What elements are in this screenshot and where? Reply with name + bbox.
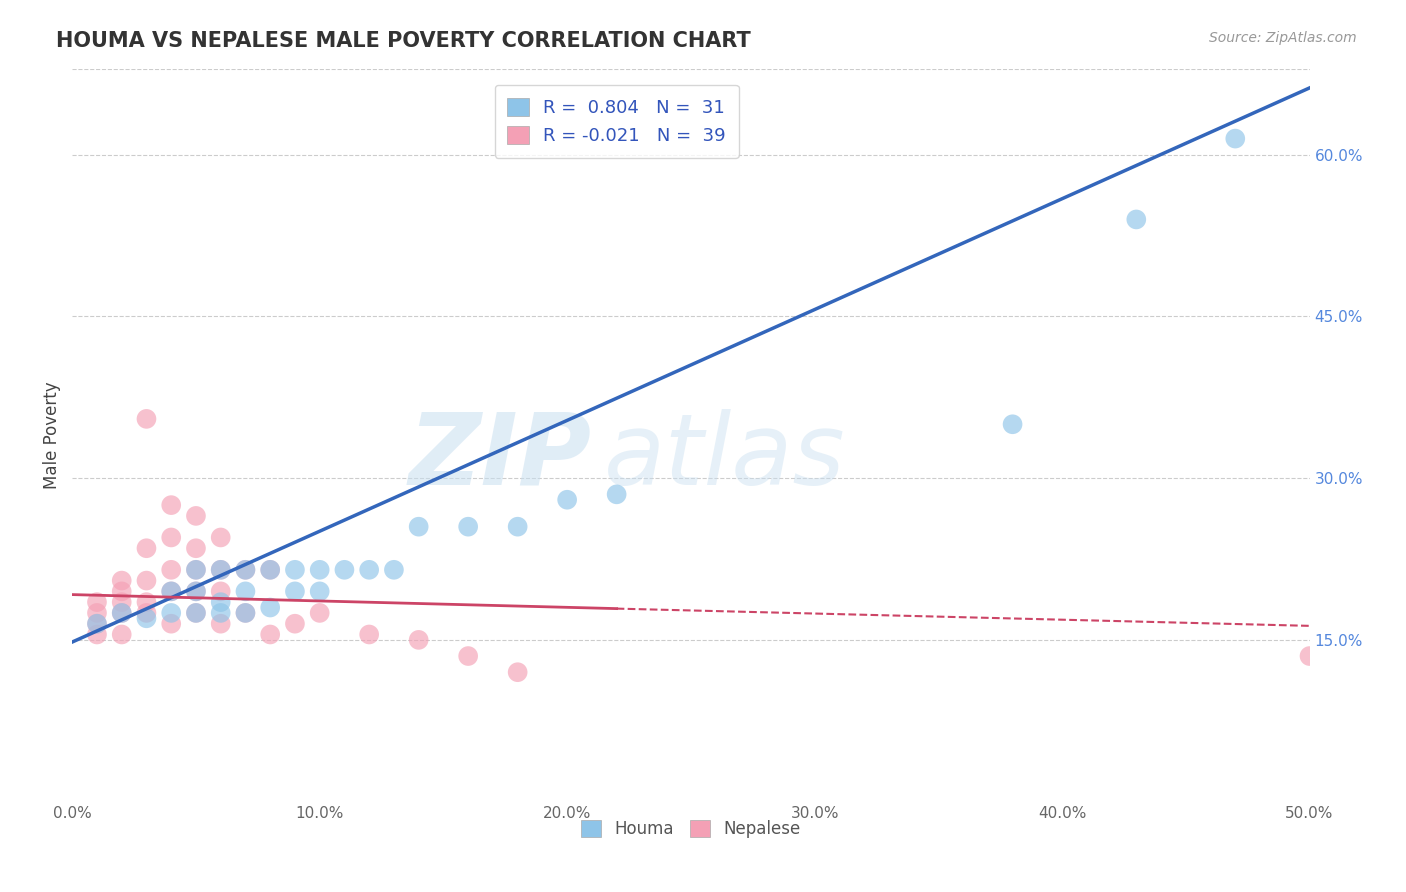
- Point: [184, 584, 207, 599]
- Point: [111, 595, 134, 609]
- Point: [184, 563, 207, 577]
- Point: [184, 563, 207, 577]
- Point: [160, 498, 183, 512]
- Text: atlas: atlas: [605, 409, 846, 506]
- Point: [209, 584, 232, 599]
- Point: [308, 563, 330, 577]
- Point: [259, 563, 281, 577]
- Y-axis label: Male Poverty: Male Poverty: [44, 381, 60, 489]
- Point: [284, 584, 307, 599]
- Point: [160, 616, 183, 631]
- Text: Source: ZipAtlas.com: Source: ZipAtlas.com: [1209, 31, 1357, 45]
- Point: [160, 606, 183, 620]
- Point: [359, 627, 381, 641]
- Point: [1298, 648, 1320, 663]
- Point: [209, 531, 232, 545]
- Point: [209, 616, 232, 631]
- Text: HOUMA VS NEPALESE MALE POVERTY CORRELATION CHART: HOUMA VS NEPALESE MALE POVERTY CORRELATI…: [56, 31, 751, 51]
- Point: [284, 563, 307, 577]
- Point: [308, 584, 330, 599]
- Point: [209, 606, 232, 620]
- Point: [1125, 212, 1147, 227]
- Point: [184, 541, 207, 556]
- Point: [135, 611, 157, 625]
- Point: [259, 600, 281, 615]
- Point: [184, 606, 207, 620]
- Point: [1001, 417, 1024, 432]
- Point: [209, 563, 232, 577]
- Point: [457, 648, 479, 663]
- Point: [606, 487, 628, 501]
- Point: [184, 606, 207, 620]
- Point: [408, 519, 430, 533]
- Point: [86, 595, 108, 609]
- Point: [135, 595, 157, 609]
- Point: [555, 492, 578, 507]
- Point: [359, 563, 381, 577]
- Point: [235, 606, 257, 620]
- Point: [135, 574, 157, 588]
- Point: [506, 665, 529, 680]
- Point: [235, 584, 257, 599]
- Point: [86, 627, 108, 641]
- Point: [506, 519, 529, 533]
- Point: [111, 606, 134, 620]
- Point: [160, 584, 183, 599]
- Point: [209, 563, 232, 577]
- Point: [259, 563, 281, 577]
- Point: [111, 584, 134, 599]
- Point: [259, 627, 281, 641]
- Point: [235, 563, 257, 577]
- Point: [333, 563, 356, 577]
- Point: [457, 519, 479, 533]
- Point: [184, 508, 207, 523]
- Point: [86, 616, 108, 631]
- Legend: Houma, Nepalese: Houma, Nepalese: [574, 813, 807, 845]
- Point: [86, 616, 108, 631]
- Point: [111, 606, 134, 620]
- Point: [160, 563, 183, 577]
- Point: [235, 563, 257, 577]
- Point: [184, 584, 207, 599]
- Point: [235, 606, 257, 620]
- Point: [1225, 131, 1247, 145]
- Point: [111, 627, 134, 641]
- Point: [135, 541, 157, 556]
- Point: [209, 595, 232, 609]
- Point: [160, 584, 183, 599]
- Point: [135, 412, 157, 426]
- Point: [86, 606, 108, 620]
- Text: ZIP: ZIP: [409, 409, 592, 506]
- Point: [408, 632, 430, 647]
- Point: [160, 531, 183, 545]
- Point: [135, 606, 157, 620]
- Point: [308, 606, 330, 620]
- Point: [382, 563, 405, 577]
- Point: [111, 574, 134, 588]
- Point: [284, 616, 307, 631]
